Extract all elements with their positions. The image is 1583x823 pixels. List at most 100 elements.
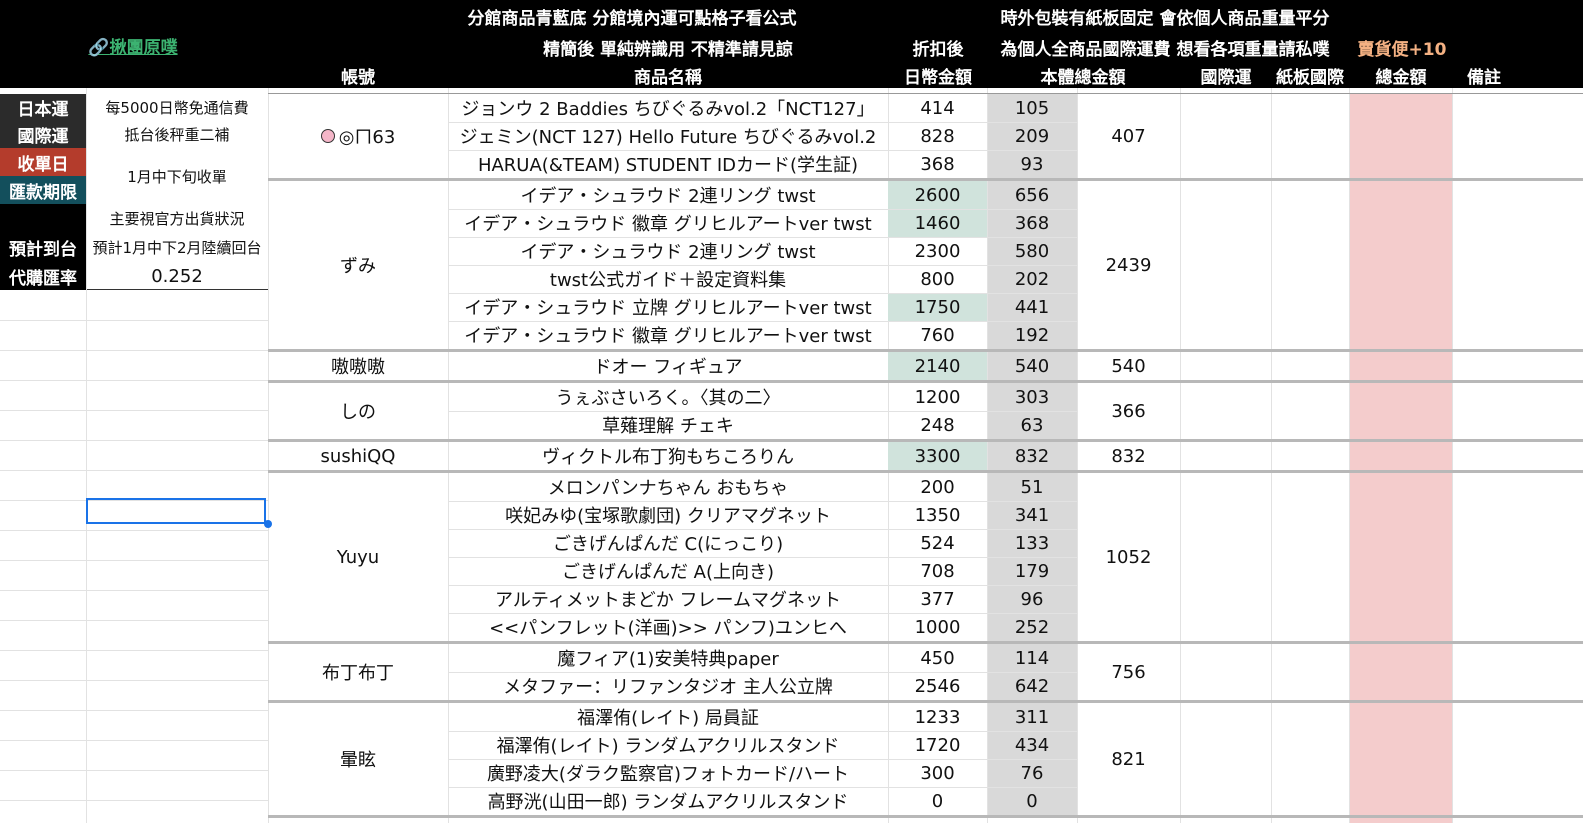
column-header-intl[interactable]: 國際運	[1200, 68, 1252, 88]
subtotal-cell[interactable]: 756	[1111, 661, 1146, 683]
body-amount-cell[interactable]: 303	[1014, 386, 1050, 408]
jpy-amount-cell[interactable]: 524	[920, 532, 955, 554]
jpy-amount-cell[interactable]: 2546	[914, 675, 961, 697]
account-cell[interactable]: ずみ	[340, 256, 376, 277]
column-header-total[interactable]: 總金額	[1375, 68, 1427, 88]
body-amount-cell[interactable]: 832	[1014, 445, 1050, 467]
subtotal-cell[interactable]: 366	[1111, 400, 1146, 422]
product-name-cell[interactable]: うぇぶさいろく。〈其の二〉	[555, 388, 781, 409]
fill-handle[interactable]	[264, 520, 272, 528]
jpy-amount-cell[interactable]: 414	[920, 97, 955, 119]
subtotal-cell[interactable]: 821	[1111, 748, 1146, 770]
body-amount-cell[interactable]: 341	[1014, 504, 1050, 526]
product-name-cell[interactable]: ごきげんぱんだ C(にっこり)	[552, 534, 784, 555]
body-amount-cell[interactable]: 114	[1014, 647, 1050, 669]
body-amount-cell[interactable]: 580	[1014, 240, 1050, 262]
body-amount-cell[interactable]: 63	[1020, 414, 1044, 436]
body-amount-cell[interactable]: 209	[1014, 125, 1050, 147]
jpy-amount-cell[interactable]: 1350	[914, 504, 961, 526]
product-name-cell[interactable]: ヴィクトル布丁狗もちころりん	[542, 447, 794, 468]
account-cell[interactable]: ◎ㄇ63	[268, 94, 448, 178]
account-cell[interactable]: sushiQQ	[320, 445, 396, 467]
body-amount-cell[interactable]: 0	[1026, 790, 1038, 812]
account-cell[interactable]: 嗷嗷嗷	[331, 357, 385, 378]
account-cell[interactable]: Yuyu	[336, 546, 380, 568]
body-amount-cell[interactable]: 93	[1020, 153, 1044, 175]
japan-ship-value[interactable]: 每5000日幣免通信費	[105, 98, 249, 117]
product-name-cell[interactable]: ジョンウ 2 Baddies ちびぐるみvol.2「NCT127」	[461, 99, 875, 120]
jpy-amount-cell[interactable]: 200	[920, 476, 955, 498]
jpy-amount-cell[interactable]: 3300	[914, 445, 961, 467]
jpy-amount-cell[interactable]: 760	[920, 324, 955, 346]
product-name-cell[interactable]: 廣野凌大(ダラク監察官)フォトカード/ハート	[486, 764, 850, 785]
jpy-amount-cell[interactable]: 2140	[914, 355, 961, 377]
product-name-cell[interactable]: イデア・シュラウド 徽章 グリヒルアートver twst	[464, 214, 872, 235]
jpy-amount-cell[interactable]: 1750	[914, 296, 961, 318]
subtotal-cell[interactable]: 2439	[1105, 254, 1152, 276]
body-amount-cell[interactable]: 540	[1014, 355, 1050, 377]
subtotal-cell[interactable]: 540	[1111, 355, 1146, 377]
body-amount-cell[interactable]: 133	[1014, 532, 1050, 554]
body-amount-cell[interactable]: 642	[1014, 675, 1050, 697]
product-name-cell[interactable]: 高野洸(山田一郎) ランダムアクリルスタンド	[487, 792, 849, 813]
product-name-cell[interactable]: イデア・シュラウド 立牌 グリヒルアートver twst	[464, 298, 872, 319]
body-amount-cell[interactable]: 105	[1014, 97, 1050, 119]
jpy-amount-cell[interactable]: 708	[920, 560, 955, 582]
product-name-cell[interactable]: イデア・シュラウド 2連リング twst	[520, 242, 816, 263]
jpy-amount-cell[interactable]: 1720	[914, 734, 961, 756]
product-name-cell[interactable]: 草薙理解 チェキ	[602, 416, 734, 437]
column-header-account[interactable]: 帳號	[341, 68, 375, 88]
subtotal-cell[interactable]: 407	[1111, 125, 1146, 147]
account-cell[interactable]: しの	[340, 402, 376, 423]
account-cell[interactable]: 布丁布丁	[322, 663, 394, 684]
jpy-amount-cell[interactable]: 1460	[914, 212, 961, 234]
body-amount-cell[interactable]: 368	[1014, 212, 1050, 234]
jpy-amount-cell[interactable]: 800	[920, 268, 955, 290]
product-name-cell[interactable]: 福澤侑(レイト) ランダムアクリルスタンド	[496, 736, 840, 757]
product-name-cell[interactable]: メロンパンナちゃん おもちゃ	[547, 478, 789, 499]
body-amount-cell[interactable]: 96	[1020, 588, 1044, 610]
jpy-amount-cell[interactable]: 1000	[914, 616, 961, 638]
intl-ship-value[interactable]: 抵台後秤重二補	[124, 125, 230, 144]
rate-value[interactable]: 0.252	[151, 265, 203, 287]
jpy-amount-cell[interactable]: 2300	[914, 240, 961, 262]
status-text[interactable]: 主要視官方出貨狀況	[109, 210, 245, 228]
product-name-cell[interactable]: <<パンフレット(洋画)>> パンフ)ユンヒへ	[489, 618, 847, 639]
column-header-jpy[interactable]: 日幣金額	[904, 68, 972, 88]
product-name-cell[interactable]: twst公式ガイド＋設定資料集	[549, 270, 787, 291]
product-name-cell[interactable]: ごきげんぱんだ A(上向き)	[561, 562, 775, 583]
body-amount-cell[interactable]: 311	[1014, 706, 1050, 728]
body-amount-cell[interactable]: 51	[1020, 476, 1044, 498]
order-date-value[interactable]: 1月中下旬收單	[127, 167, 227, 186]
column-header-total-body[interactable]: 本體總金額	[1040, 68, 1126, 88]
body-amount-cell[interactable]: 434	[1014, 734, 1050, 756]
product-name-cell[interactable]: イデア・シュラウド 2連リング twst	[520, 186, 816, 207]
jpy-amount-cell[interactable]: 368	[920, 153, 955, 175]
product-name-cell[interactable]: アルティメットまどか フレームマグネット	[495, 590, 841, 611]
original-post-link[interactable]: 🔗揪團原噗	[88, 33, 177, 58]
jpy-amount-cell[interactable]: 1200	[914, 386, 961, 408]
jpy-amount-cell[interactable]: 300	[920, 762, 955, 784]
account-cell[interactable]: 暈眩	[340, 750, 376, 771]
arrival-value[interactable]: 預計1月中下2月陸續回台	[92, 239, 262, 257]
subtotal-cell[interactable]: 832	[1111, 445, 1146, 467]
spreadsheet-grid[interactable]: 日本運 每5000日幣免通信費 國際運 抵台後秤重二補 收單日 1月中下旬收單 …	[0, 88, 1583, 823]
jpy-amount-cell[interactable]: 828	[920, 125, 955, 147]
column-header-product[interactable]: 商品名稱	[634, 68, 702, 88]
body-amount-cell[interactable]: 656	[1014, 184, 1050, 206]
column-header-board[interactable]: 紙板國際	[1276, 68, 1344, 88]
body-amount-cell[interactable]: 441	[1014, 296, 1050, 318]
product-name-cell[interactable]: 魔フィア(1)安美特典paper	[557, 649, 779, 670]
subtotal-cell[interactable]: 1052	[1105, 546, 1152, 568]
body-amount-cell[interactable]: 76	[1020, 762, 1044, 784]
column-header-note[interactable]: 備註	[1467, 68, 1501, 88]
product-name-cell[interactable]: ドオー フィギュア	[593, 357, 743, 378]
selected-cell[interactable]	[86, 498, 266, 524]
product-name-cell[interactable]: メタファー：リファンタジオ 主人公立牌	[503, 677, 833, 698]
body-amount-cell[interactable]: 202	[1014, 268, 1050, 290]
body-amount-cell[interactable]: 179	[1014, 560, 1050, 582]
body-amount-cell[interactable]: 192	[1014, 324, 1050, 346]
jpy-amount-cell[interactable]: 248	[920, 414, 955, 436]
jpy-amount-cell[interactable]: 1233	[914, 706, 961, 728]
body-amount-cell[interactable]: 252	[1014, 616, 1050, 638]
